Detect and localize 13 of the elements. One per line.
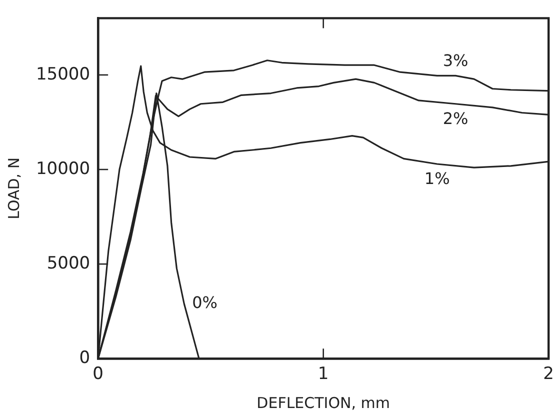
series-label: 2% (442, 109, 468, 128)
series-label: 0% (192, 292, 218, 312)
y-tick-label: 5000 (46, 253, 90, 274)
series-label: 1% (424, 169, 450, 188)
y-tick-label: 15000 (36, 64, 90, 84)
y-tick-label: 0 (79, 348, 90, 368)
x-tick-label: 0 (92, 364, 104, 384)
y-axis-title: LOAD, N (4, 157, 23, 220)
x-axis-title: DEFLECTION, mm (256, 394, 390, 412)
x-tick-label: 2 (543, 364, 554, 384)
y-tick-label: 10000 (36, 158, 90, 179)
series-label: 3% (442, 50, 468, 70)
x-tick-label: 1 (318, 364, 329, 384)
